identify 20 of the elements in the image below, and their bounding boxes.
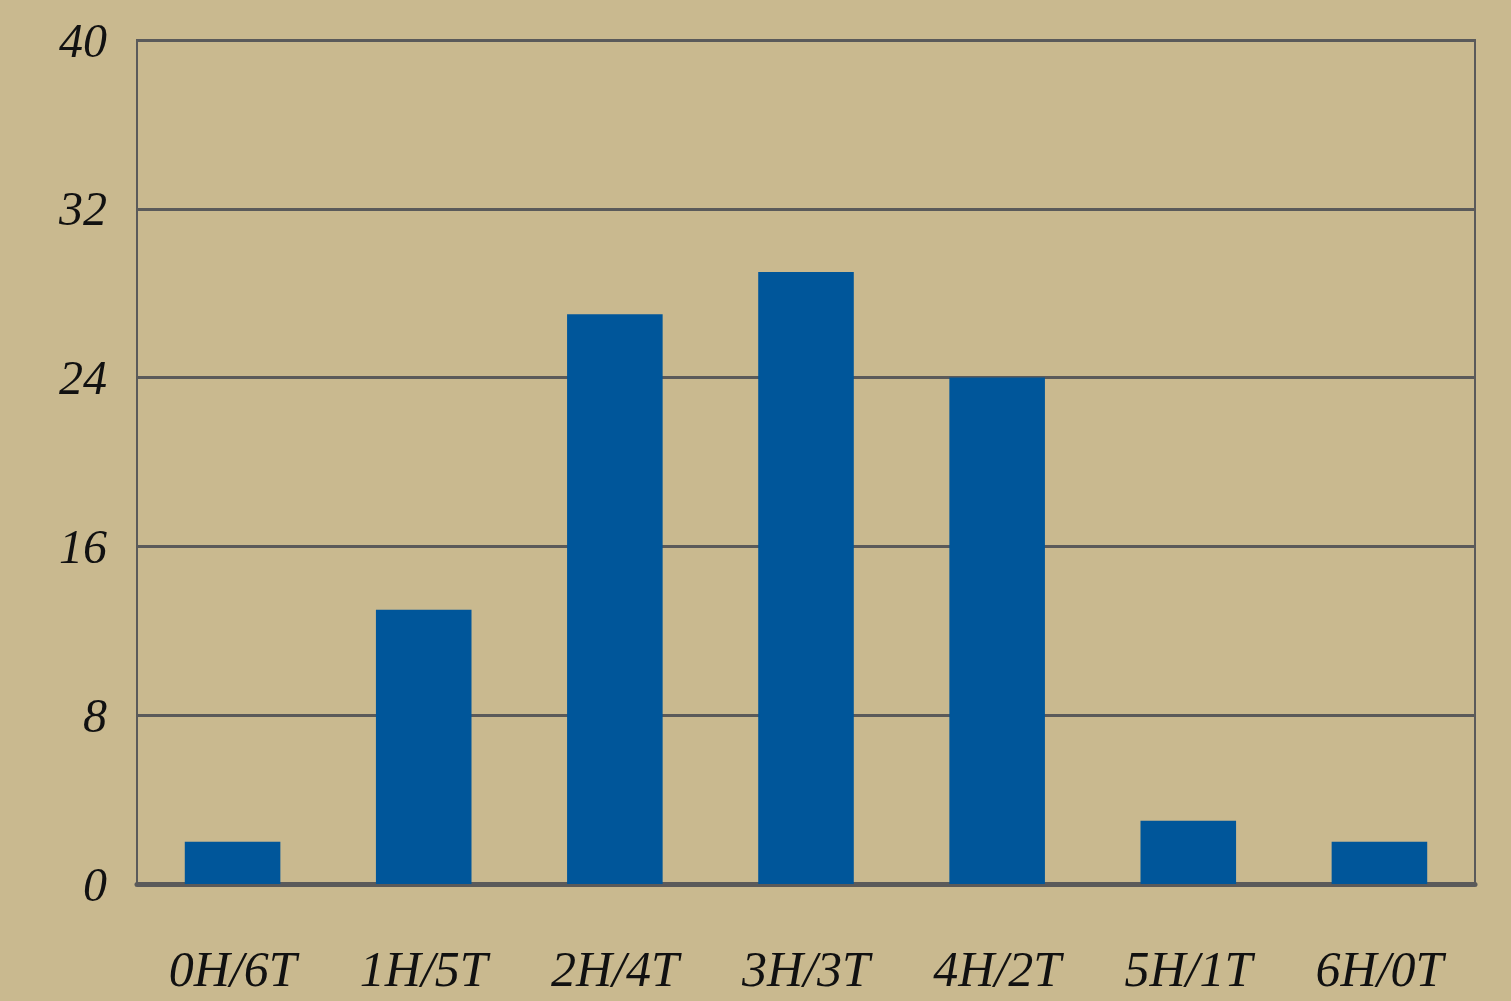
x-tick-label: 2H/4T — [550, 941, 682, 997]
x-tick-label: 6H/0T — [1315, 941, 1447, 997]
bar — [949, 377, 1045, 884]
y-tick-label: 40 — [59, 13, 107, 67]
y-tick-label: 24 — [59, 351, 107, 405]
x-tick-label: 3H/3T — [741, 941, 874, 997]
x-tick-label: 1H/5T — [359, 941, 491, 997]
bar — [184, 841, 281, 884]
x-tick-label: 4H/2T — [933, 941, 1065, 997]
bar — [567, 314, 663, 884]
y-tick-label: 0 — [83, 857, 107, 911]
y-tick-label: 32 — [58, 182, 107, 236]
bar — [1331, 841, 1428, 884]
y-tick-label: 16 — [59, 519, 107, 573]
bar — [1140, 820, 1237, 884]
bar — [758, 272, 854, 884]
y-tick-label: 8 — [83, 688, 107, 742]
bar — [375, 609, 472, 884]
x-tick-label: 5H/1T — [1124, 941, 1256, 997]
x-tick-label: 0H/6T — [168, 941, 300, 997]
